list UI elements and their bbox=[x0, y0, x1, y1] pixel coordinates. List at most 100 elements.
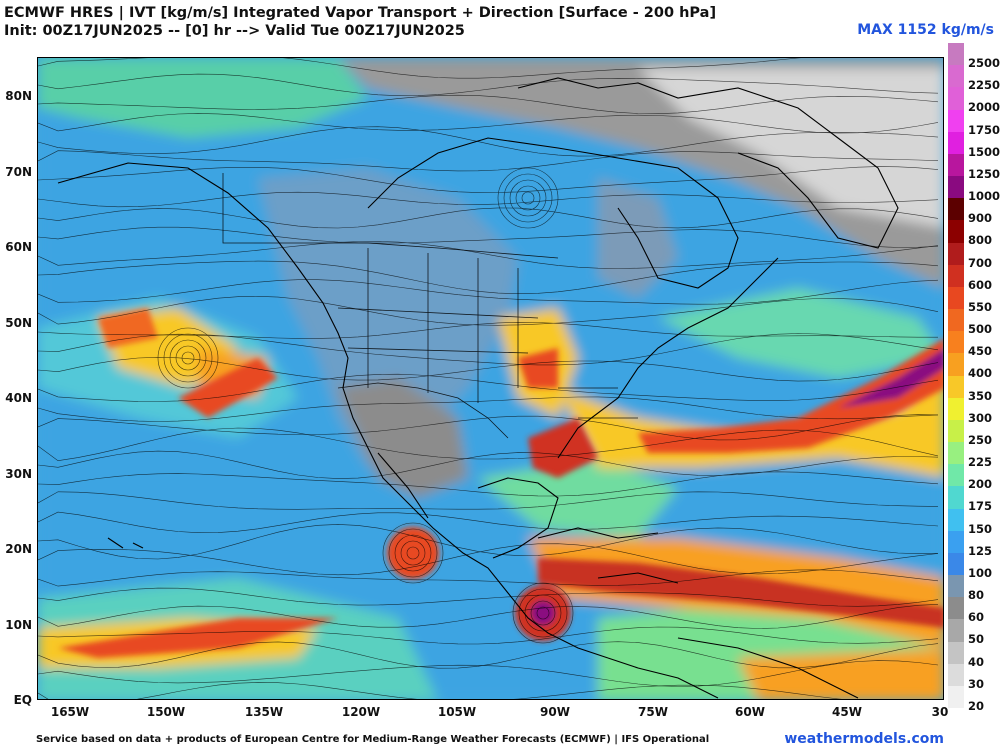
colorbar-swatch bbox=[948, 153, 964, 177]
colorbar-swatch bbox=[948, 530, 964, 554]
cyclone-swirl bbox=[181, 351, 195, 365]
colorbar-swatch bbox=[948, 619, 964, 642]
cyclone-swirl bbox=[518, 588, 568, 638]
lon-label-60w: 60W bbox=[735, 705, 765, 719]
colorbar-level-label: 400 bbox=[968, 366, 993, 381]
colorbar-level-label: 500 bbox=[968, 322, 993, 337]
cyclone-swirl bbox=[400, 540, 426, 566]
colorbar-level-label: 1750 bbox=[968, 122, 1000, 137]
colorbar-level-label: 50 bbox=[968, 632, 985, 647]
colorbar-swatch bbox=[948, 397, 964, 421]
streamline bbox=[38, 321, 938, 339]
lon-label-150w: 150W bbox=[146, 705, 186, 719]
cyclone-swirl bbox=[497, 167, 559, 229]
colorbar-level-label: 1250 bbox=[968, 166, 1000, 181]
colorbar-level-label: 30 bbox=[968, 676, 985, 691]
lon-label-105w: 105W bbox=[437, 705, 477, 719]
colorbar-swatch bbox=[948, 331, 964, 354]
ivt-map[interactable] bbox=[37, 57, 944, 700]
streamline bbox=[38, 73, 939, 97]
colorbar-swatch bbox=[948, 176, 964, 199]
colorbar-level-label: 600 bbox=[968, 277, 993, 292]
cyclone-swirl bbox=[524, 594, 562, 632]
colorbar-swatch bbox=[948, 286, 964, 310]
data-credit: Service based on data + products of Euro… bbox=[36, 734, 710, 745]
cyclone-swirl bbox=[530, 600, 556, 626]
streamline bbox=[38, 373, 939, 402]
colorbar-level-label: 125 bbox=[968, 543, 993, 558]
cyclone-swirl bbox=[521, 191, 535, 205]
colorbar-swatch bbox=[948, 131, 964, 155]
colorbar-level-label: 2000 bbox=[968, 100, 1000, 115]
ivt-streamlines bbox=[38, 58, 939, 699]
streamline bbox=[38, 511, 939, 534]
streamline bbox=[38, 641, 939, 669]
colorbar-swatch bbox=[948, 220, 964, 243]
streamline bbox=[38, 524, 939, 560]
cyclone-swirl bbox=[388, 528, 438, 578]
colorbar-level-label: 80 bbox=[968, 588, 985, 603]
max-value-label: MAX 1152 kg/m/s bbox=[857, 22, 994, 38]
cyclone-swirl bbox=[406, 546, 420, 560]
colorbar-level-label: 150 bbox=[968, 521, 993, 536]
cyclone-swirl bbox=[515, 185, 541, 211]
colorbar-swatch bbox=[948, 508, 964, 532]
lat-label-30n: 30N bbox=[5, 467, 32, 481]
colorbar-level-label: 2500 bbox=[968, 56, 1000, 71]
streamline bbox=[38, 126, 939, 157]
colorbar-level-label: 550 bbox=[968, 299, 993, 314]
streamline bbox=[38, 226, 939, 248]
colorbar-swatch bbox=[948, 65, 964, 88]
colorbar-swatch bbox=[948, 353, 964, 376]
lon-label-45w: 45W bbox=[832, 705, 862, 719]
site-link[interactable]: weathermodels.com bbox=[784, 731, 944, 747]
colorbar-level-label: 700 bbox=[968, 255, 993, 270]
colorbar-level-label: 20 bbox=[968, 698, 985, 713]
streamline bbox=[38, 241, 939, 269]
lon-label-165w: 165W bbox=[50, 705, 90, 719]
colorbar-level-label: 60 bbox=[968, 610, 985, 625]
streamline bbox=[38, 166, 939, 193]
streamline bbox=[38, 414, 939, 441]
streamline bbox=[38, 604, 939, 629]
cyclone-swirl bbox=[394, 534, 432, 572]
lon-label-120w: 120W bbox=[341, 705, 381, 719]
colorbar-swatch bbox=[948, 109, 964, 133]
colorbar-level-label: 1000 bbox=[968, 189, 1000, 204]
lon-label-30: 30 bbox=[931, 705, 949, 719]
streamline bbox=[38, 191, 939, 208]
lat-label-40n: 40N bbox=[5, 391, 32, 405]
colorbar-level-label: 225 bbox=[968, 455, 993, 470]
colorbar-swatch bbox=[948, 575, 964, 598]
lon-label-135w: 135W bbox=[244, 705, 284, 719]
lat-label-10n: 10N bbox=[5, 618, 32, 632]
colorbar-swatch bbox=[948, 242, 964, 266]
colorbar bbox=[948, 43, 964, 709]
cyclone-swirl bbox=[157, 327, 219, 389]
colorbar-swatch bbox=[948, 198, 964, 221]
colorbar-level-label: 40 bbox=[968, 654, 985, 669]
colorbar-level-label: 2250 bbox=[968, 78, 1000, 93]
lat-label-50n: 50N bbox=[5, 316, 32, 330]
streamline bbox=[38, 94, 939, 115]
cyclone-swirl bbox=[503, 173, 553, 223]
colorbar-swatch bbox=[948, 264, 964, 288]
colorbar-level-label: 800 bbox=[968, 233, 993, 248]
cyclone-swirl bbox=[512, 582, 574, 644]
cyclone-swirl bbox=[163, 333, 213, 383]
ivt-core bbox=[58, 308, 943, 658]
streamline bbox=[38, 150, 939, 172]
cyclone-swirl bbox=[509, 179, 547, 217]
streamline bbox=[38, 450, 939, 479]
streamline bbox=[38, 491, 939, 510]
cyclone-swirl bbox=[169, 339, 207, 377]
colorbar-level-label: 300 bbox=[968, 410, 993, 425]
streamline bbox=[38, 207, 939, 229]
title-line-2: Init: 00Z17JUN2025 -- [0] hr --> Valid T… bbox=[4, 23, 465, 39]
lon-label-75w: 75W bbox=[638, 705, 668, 719]
lat-label-60n: 60N bbox=[5, 240, 32, 254]
lat-label-20n: 20N bbox=[5, 542, 32, 556]
colorbar-swatch bbox=[948, 43, 964, 66]
political-borders bbox=[222, 173, 638, 439]
colorbar-swatch bbox=[948, 552, 964, 576]
